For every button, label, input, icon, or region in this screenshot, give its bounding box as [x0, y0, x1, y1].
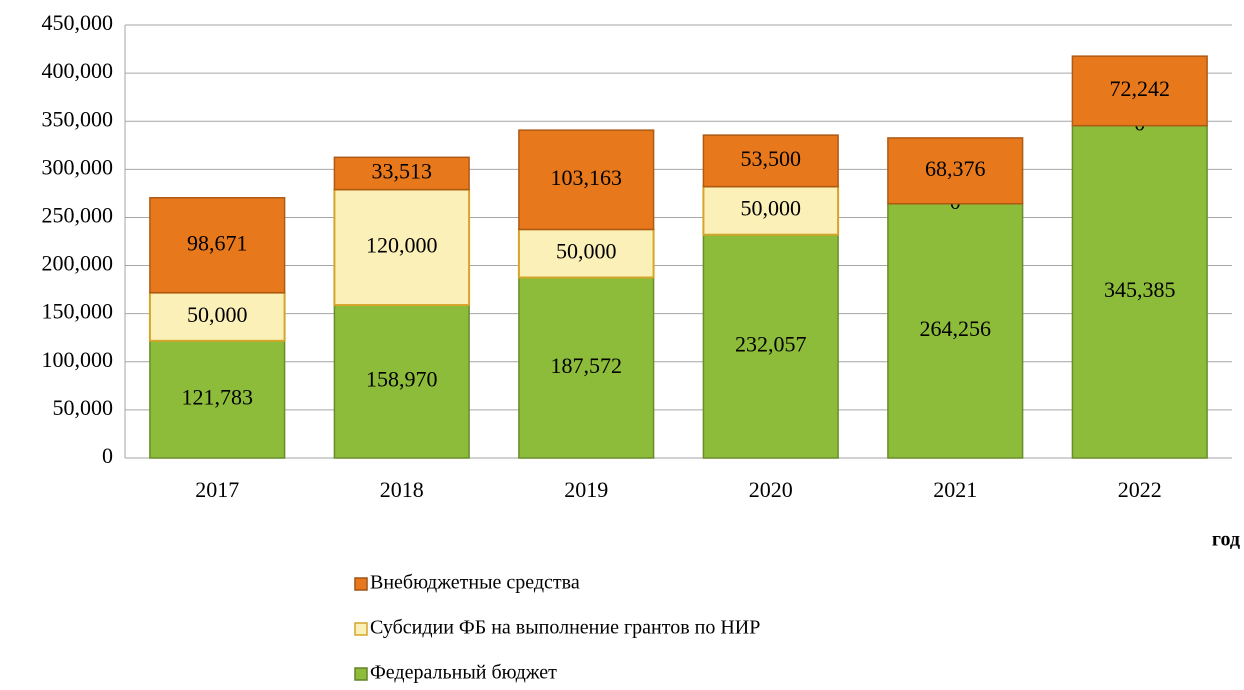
- data-label: 50,000: [187, 302, 248, 327]
- bar-segment: [887, 202, 1024, 459]
- bar-segment: [702, 134, 839, 188]
- x-tick-label: 2022: [1118, 477, 1162, 502]
- bar-segment: [149, 340, 286, 459]
- y-tick-label: 200,000: [42, 251, 114, 276]
- x-tick-label: 2018: [380, 477, 424, 502]
- bar-segment: [1071, 124, 1208, 459]
- y-tick-label: 150,000: [42, 299, 114, 324]
- data-label: 50,000: [556, 239, 617, 264]
- bar-segment: [333, 188, 471, 307]
- legend-marker: [354, 667, 368, 681]
- y-tick-label: 250,000: [42, 202, 114, 227]
- data-label: 98,671: [187, 230, 248, 255]
- legend-label: Внебюджетные средства: [370, 572, 580, 594]
- y-tick-label: 400,000: [42, 58, 114, 83]
- data-label: 120,000: [366, 232, 438, 257]
- legend-marker: [354, 622, 368, 636]
- x-axis-label: год: [1212, 529, 1240, 551]
- y-tick-label: 300,000: [42, 154, 114, 179]
- legend-label: Федеральный бюджет: [370, 662, 557, 684]
- y-tick-label: 350,000: [42, 106, 114, 131]
- data-label: 232,057: [735, 331, 807, 356]
- bar-segment: [149, 197, 286, 294]
- bar-segment: [333, 304, 470, 459]
- legend-label: Субсидии ФБ на выполнение грантов по НИР: [370, 617, 760, 639]
- data-label: 158,970: [366, 367, 438, 392]
- bar-segment: [518, 276, 655, 459]
- data-label: 53,500: [741, 146, 802, 171]
- data-label: 121,783: [182, 384, 254, 409]
- bar-segment: [333, 156, 470, 191]
- y-tick-label: 50,000: [53, 395, 114, 420]
- data-label: 264,256: [920, 316, 992, 341]
- y-tick-label: 450,000: [42, 10, 114, 35]
- bar-segment: [702, 185, 840, 236]
- bar-segment: [148, 291, 286, 342]
- bar-segment: [1071, 55, 1208, 127]
- bar-segment: [887, 137, 1024, 205]
- x-tick-label: 2020: [749, 477, 793, 502]
- x-tick-label: 2017: [195, 477, 239, 502]
- data-label: 50,000: [741, 196, 802, 221]
- data-label: 68,376: [925, 156, 986, 181]
- data-label: 187,572: [551, 353, 623, 378]
- x-tick-label: 2019: [564, 477, 608, 502]
- y-tick-label: 0: [102, 443, 113, 468]
- y-tick-label: 100,000: [42, 347, 114, 372]
- legend-marker: [354, 577, 368, 591]
- bar-segment: [702, 233, 839, 459]
- data-label: 103,163: [551, 165, 623, 190]
- data-label: 345,385: [1104, 277, 1176, 302]
- x-tick-label: 2021: [933, 477, 977, 502]
- data-label: 72,242: [1110, 76, 1171, 101]
- data-label: 33,513: [372, 158, 433, 183]
- bar-segment: [518, 129, 655, 231]
